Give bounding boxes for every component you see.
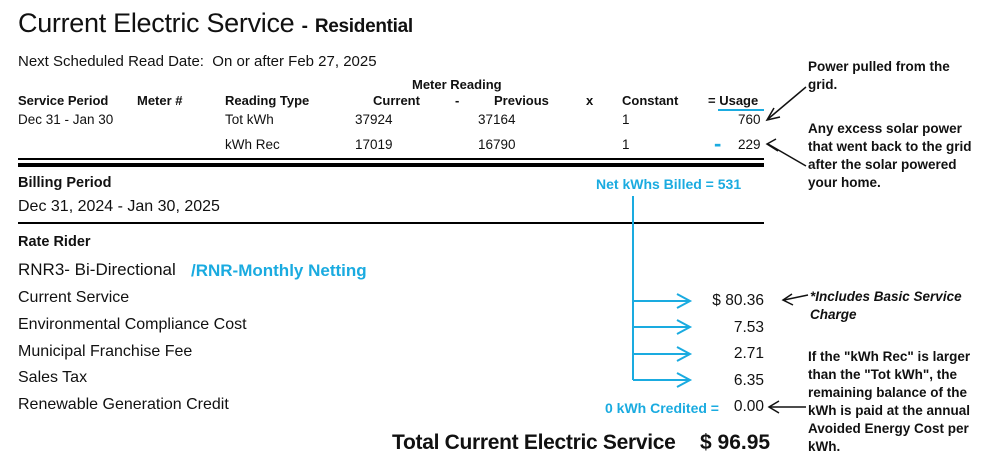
cyan-flow-arrows	[632, 196, 693, 388]
charge-amount: 6.35	[733, 372, 764, 389]
callout-arrow-solar	[767, 143, 807, 167]
total-amount: $ 96.95	[700, 431, 771, 454]
billing-period-label: Billing Period	[18, 175, 112, 191]
arrow-head-icon	[676, 293, 693, 309]
row1-constant: 1	[622, 112, 630, 127]
row2-current: 17019	[355, 137, 393, 152]
black-callout-arrows	[765, 86, 809, 414]
row1-current: 37924	[355, 112, 393, 127]
arrow-head-icon	[767, 400, 780, 414]
col-current: Current	[373, 93, 420, 108]
minus-sign-annotation: -	[714, 131, 722, 156]
row2-reading-type: kWh Rec	[225, 137, 280, 152]
billing-rule	[18, 222, 764, 224]
rate-rider-annotation: /RNR-Monthly Netting	[191, 261, 367, 280]
row1-previous: 37164	[478, 112, 516, 127]
arrow-head-icon	[765, 107, 781, 122]
charge-label: Environmental Compliance Cost	[18, 316, 247, 333]
read-date-label: Next Scheduled Read Date:	[18, 53, 204, 70]
row2-constant: 1	[622, 137, 630, 152]
charge-amount: $ 80.36	[712, 292, 764, 309]
col-minus: -	[455, 93, 460, 108]
arrow-head-icon	[676, 319, 693, 335]
rate-rider-value: RNR3- Bi-Directional	[18, 260, 176, 279]
net-kwh-billed: Net kWhs Billed = 531	[596, 176, 742, 192]
row1-reading-type: Tot kWh	[225, 112, 274, 127]
arrow-head-icon	[676, 372, 693, 388]
read-date-value: On or after Feb 27, 2025	[212, 53, 377, 70]
row1-usage: 760	[738, 112, 761, 127]
rate-rider-label: Rate Rider	[18, 234, 91, 250]
callout-arrow-basic	[783, 294, 809, 301]
page-title: Current Electric Service - Residential	[18, 8, 413, 39]
charge-label: Renewable Generation Credit	[18, 396, 229, 413]
col-previous: Previous	[494, 93, 549, 108]
usage-underline	[718, 109, 764, 111]
col-times: x	[586, 93, 594, 108]
meter-reading-group-header: Meter Reading	[412, 77, 502, 92]
col-service-period: Service Period	[18, 93, 109, 108]
charge-label: Sales Tax	[18, 369, 88, 386]
read-date: Next Scheduled Read Date: On or after Fe…	[18, 53, 377, 70]
charge-label: Current Service	[18, 289, 130, 306]
title-text: Current Electric Service	[18, 8, 295, 38]
credit-annotation: 0 kWh Credited =	[605, 400, 719, 416]
charge-label: Municipal Franchise Fee	[18, 343, 193, 360]
title-subtitle: Residential	[314, 16, 413, 37]
col-constant: Constant	[622, 93, 679, 108]
note-grid: Power pulled from the grid.	[808, 59, 950, 92]
callout-arrow-grid	[767, 86, 807, 120]
arrow-head-icon	[676, 346, 693, 362]
title-dash: -	[301, 16, 308, 37]
row2-usage: 229	[738, 137, 761, 152]
note-solar: Any excess solar power that went back to…	[808, 121, 972, 190]
note-balance: If the "kWh Rec" is larger than the "Tot…	[808, 349, 971, 454]
charge-amount: 2.71	[733, 345, 764, 362]
table-rule-thin	[18, 158, 764, 160]
total-label: Total Current Electric Service	[392, 431, 676, 454]
note-basic-service: *Includes Basic Service Charge	[810, 289, 962, 322]
col-usage: = Usage	[708, 93, 759, 108]
table-rule-thick	[18, 163, 764, 167]
billing-period-value: Dec 31, 2024 - Jan 30, 2025	[18, 198, 220, 215]
arrow-head-icon	[781, 293, 794, 306]
col-meter: Meter #	[137, 93, 183, 108]
charge-amount: 7.53	[733, 319, 764, 336]
row1-service-period: Dec 31 - Jan 30	[18, 112, 114, 127]
col-reading-type: Reading Type	[225, 93, 310, 108]
charge-amount: 0.00	[733, 398, 764, 415]
arrow-head-icon	[765, 138, 779, 152]
row2-previous: 16790	[478, 137, 516, 152]
